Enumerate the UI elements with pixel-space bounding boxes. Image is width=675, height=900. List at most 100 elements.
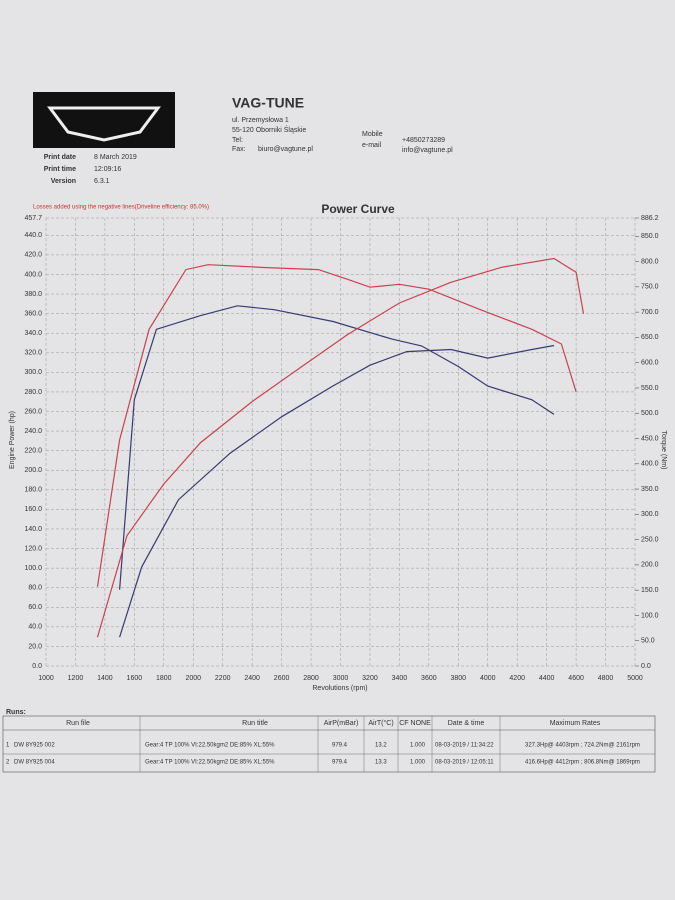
y-tick-label: 60.0 (28, 604, 42, 611)
y-tick-label: 120.0 (24, 545, 42, 552)
cell: 416.6Hp@ 4412rpm ; 806.8Nm@ 1869rpm (525, 760, 640, 766)
email: info@vagtune.pl (402, 147, 453, 154)
company: VAG-TUNE (232, 95, 304, 111)
y-tick-label: 240.0 (24, 428, 42, 435)
y-tick-label: 0.0 (32, 663, 42, 670)
y2-tick-label: 550.0 (641, 385, 659, 392)
y-tick-label: 20.0 (28, 643, 42, 650)
cell: 08-03-2019 / 11:34:22 (435, 743, 494, 749)
cell: 2 (6, 760, 10, 766)
y-tick-label: 280.0 (24, 389, 42, 396)
column-header: Maximum Rates (550, 720, 601, 727)
x-axis-label: Revolutions (rpm) (312, 685, 367, 692)
y-tick-label: 420.0 (24, 252, 42, 259)
column-header: CF NONE (399, 720, 431, 727)
y-tick-label: 380.0 (24, 291, 42, 298)
x-tick-label: 5000 (627, 675, 643, 682)
y-tick-label: 100.0 (24, 565, 42, 572)
x-tick-label: 1800 (156, 675, 172, 682)
x-tick-label: 2200 (215, 675, 231, 682)
tel: Tel: (232, 137, 243, 144)
x-tick-label: 1200 (68, 675, 84, 682)
y-tick-label: 320.0 (24, 350, 42, 357)
y-tick-label: 457.7 (24, 215, 42, 222)
runs-title: Runs: (6, 709, 26, 716)
x-tick-label: 2000 (185, 675, 201, 682)
y-tick-label: 400.0 (24, 271, 42, 278)
email-label: e-mail (362, 142, 382, 149)
cell: 13.3 (375, 760, 387, 766)
y-axis-label: Engine Power (hp) (9, 411, 16, 469)
y2-tick-label: 100.0 (641, 612, 659, 619)
address: ul. Przemysłowa 1 (232, 117, 289, 124)
y2-tick-label: 300.0 (641, 511, 659, 518)
x-tick-label: 4600 (568, 675, 584, 682)
x-tick-label: 4800 (598, 675, 614, 682)
y2-tick-label: 650.0 (641, 334, 659, 341)
x-tick-label: 2600 (274, 675, 290, 682)
x-tick-label: 2800 (303, 675, 319, 682)
y2-tick-label: 50.0 (641, 638, 655, 645)
y2-tick-label: 700.0 (641, 309, 659, 316)
y2-tick-label: 250.0 (641, 536, 659, 543)
y2-tick-label: 450.0 (641, 435, 659, 442)
cell: 1 (6, 743, 10, 749)
print-value: 6.3.1 (94, 178, 110, 185)
y2-tick-label: 150.0 (641, 587, 659, 594)
column-header: Run file (66, 720, 90, 727)
x-tick-label: 4400 (539, 675, 555, 682)
column-header: AirT(°C) (368, 719, 393, 727)
x-tick-label: 3000 (333, 675, 349, 682)
print-info: Print date 8 March 2019 Print time 12:09:16… (44, 154, 137, 185)
cell: 1.000 (410, 743, 426, 749)
y2-tick-label: 886.2 (641, 215, 659, 222)
curve (119, 305, 555, 590)
y2-tick-label: 400.0 (641, 461, 659, 468)
x-tick-label: 3600 (421, 675, 437, 682)
cell: Gear:4 TP 100% VI:22.50kgm2 DE:85% XL:55… (145, 760, 275, 766)
y-tick-label: 140.0 (24, 526, 42, 533)
print-value: 12:09:16 (94, 166, 121, 173)
cell: 08-03-2019 / 12:05:11 (435, 760, 494, 766)
cell: 979.4 (332, 760, 348, 766)
column-header: Run title (242, 720, 268, 727)
y-tick-label: 180.0 (24, 487, 42, 494)
y-tick-label: 340.0 (24, 330, 42, 337)
x-tick-label: 3200 (362, 675, 378, 682)
x-tick-label: 1600 (127, 675, 143, 682)
fax-email: biuro@vagtune.pl (258, 146, 313, 153)
cell: 327.3Hp@ 4403rpm ; 724.2Nm@ 2161rpm (525, 743, 640, 749)
curve (119, 344, 555, 638)
y-tick-label: 440.0 (24, 232, 42, 239)
y-tick-label: 220.0 (24, 448, 42, 455)
y2-tick-label: 750.0 (641, 284, 659, 291)
y2-axis-label: Torque (Nm) (660, 431, 667, 470)
x-tick-label: 4000 (480, 675, 496, 682)
y-tick-label: 40.0 (28, 624, 42, 631)
cell: 979.4 (332, 743, 348, 749)
print-label: Version (51, 178, 76, 185)
losses-note: Losses added using the negative lines(Dr… (33, 205, 209, 211)
column-header: Date & time (448, 720, 485, 727)
y-tick-label: 200.0 (24, 467, 42, 474)
y-tick-label: 360.0 (24, 310, 42, 317)
y2-tick-label: 200.0 (641, 562, 659, 569)
address: 55-120 Oborniki Śląskie (232, 125, 306, 134)
cell: 1.000 (410, 760, 426, 766)
cell: DW 8Y925 002 (14, 743, 55, 749)
mobile: +4850273289 (402, 137, 445, 144)
logo-shape (47, 106, 161, 142)
y2-tick-label: 0.0 (641, 663, 651, 670)
y2-tick-label: 350.0 (641, 486, 659, 493)
chart-title: Power Curve (321, 202, 395, 216)
x-tick-label: 2400 (244, 675, 260, 682)
runs-body: Run file Run title AirP(mBar) AirT(°C) CF NO… (6, 716, 640, 772)
y-tick-label: 260.0 (24, 408, 42, 415)
curve (96, 257, 585, 638)
cell: Gear:4 TP 100% VI:22.50kgm2 DE:85% XL:55… (145, 743, 275, 749)
x-tick-label: 4200 (509, 675, 525, 682)
y2-tick-label: 600.0 (641, 360, 659, 367)
